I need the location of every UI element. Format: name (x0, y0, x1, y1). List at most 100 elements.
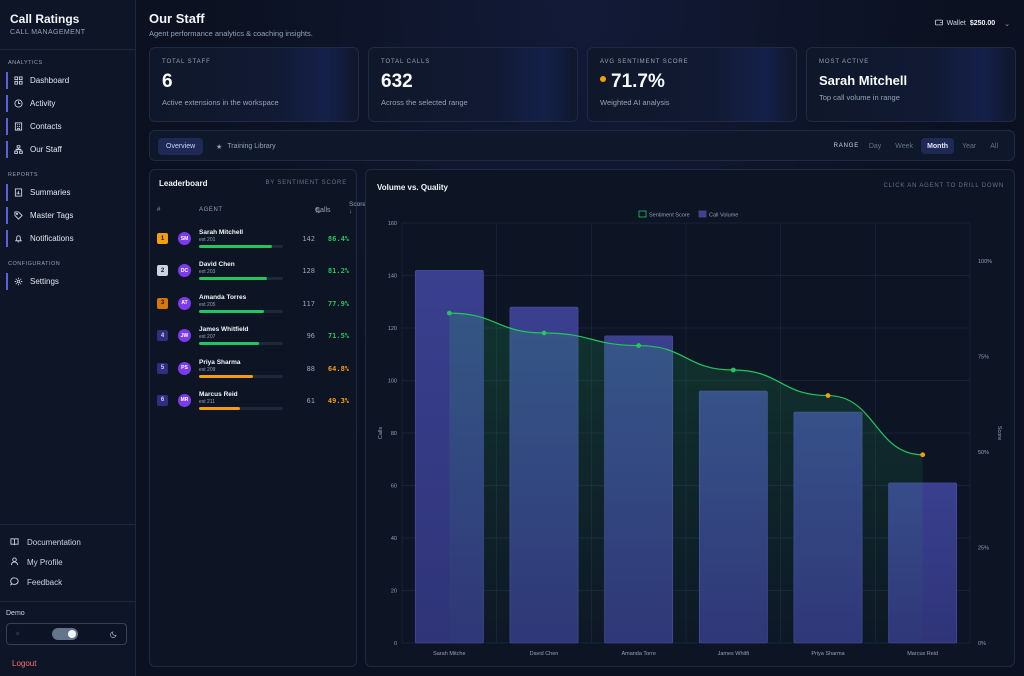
sidebar-item-label: Settings (30, 277, 59, 286)
link-documentation[interactable]: Documentation (10, 535, 135, 549)
leaderboard-row[interactable]: 2 DC David Chen ext 203 128 81.2% (150, 256, 356, 288)
link-my-profile[interactable]: My Profile (10, 555, 135, 569)
leaderboard-row[interactable]: 1 SM Sarah Mitchell ext 201 142 86.4% (150, 224, 356, 256)
legend-swatch-volume (698, 210, 707, 218)
sidebar-item-label: Master Tags (30, 211, 74, 220)
col-score-label: Score (349, 201, 366, 208)
sentiment-point (636, 343, 642, 348)
agent-ext: ext 211 (199, 398, 216, 405)
range-week[interactable]: Week (895, 142, 914, 150)
x-tick-label: James Whitfi (718, 651, 749, 657)
sentiment-area (449, 313, 923, 643)
stat-label: AVG SENTIMENT SCORE (600, 59, 689, 65)
section-label-configuration: CONFIGURATION (8, 261, 61, 267)
col-agent: AGENT (199, 207, 223, 213)
range-year[interactable]: Year (962, 142, 977, 150)
score-bar-fill (199, 245, 272, 248)
sort-down-icon: ↓ (349, 208, 353, 215)
stat-label: MOST ACTIVE (819, 59, 870, 65)
wallet-dropdown[interactable]: Wallet $250.00 ⌄ (934, 19, 1010, 28)
stat-card-total-calls: TOTAL CALLS 632 Across the selected rang… (368, 47, 578, 122)
sidebar-item-summaries[interactable]: Summaries (6, 184, 135, 201)
stat-value: 632 (381, 71, 413, 92)
stat-card-most-active: MOST ACTIVE Sarah Mitchell Top call volu… (806, 47, 1016, 122)
range-month[interactable]: Month (921, 138, 955, 154)
sidebar-item-contacts[interactable]: Contacts (6, 118, 135, 135)
tab-training-library[interactable]: ★ Training Library (208, 138, 284, 155)
agent-score: 81.2% (327, 267, 349, 276)
stat-desc: Across the selected range (381, 98, 468, 107)
logout-link[interactable]: Logout (12, 659, 37, 668)
sidebar-item-master-tags[interactable]: Master Tags (6, 207, 135, 224)
agent-score: 71.5% (327, 332, 349, 341)
link-label: Documentation (27, 537, 81, 547)
page-subtitle: Agent performance analytics & coaching i… (149, 29, 313, 38)
rank-badge: 2 (157, 265, 168, 277)
agent-ext: ext 209 (199, 366, 216, 373)
avatar: PS (178, 361, 191, 375)
sidebar: Call Ratings CALL MANAGEMENT ANALYTICS D… (0, 0, 136, 676)
theme-toggle-row: ☼ (6, 623, 127, 645)
sidebar-item-settings[interactable]: Settings (6, 273, 135, 290)
leaderboard-row[interactable]: 6 MR Marcus Reid ext 211 61 49.3% (150, 386, 356, 418)
leaderboard-header: # AGENT Calls ⇅ Score ↓ (150, 201, 366, 221)
wallet-amount: $250.00 (969, 20, 996, 27)
agent-ext: ext 201 (199, 237, 216, 243)
theme-toggle[interactable] (52, 628, 79, 640)
agent-calls: 128 (302, 267, 315, 276)
section-label-reports: REPORTS (8, 172, 38, 178)
avatar: JW (178, 329, 191, 343)
volume-quality-chart: 0 20 40 60 80 100 120 140 160 0% 25% 50% 75% 100% Call… (378, 210, 1002, 657)
leaderboard-row[interactable]: 5 PS Priya Sharma ext 209 88 64.8% (150, 354, 356, 386)
tab-label: Training Library (227, 143, 276, 150)
page-title: Our Staff (149, 11, 205, 26)
stat-card-avg-sentiment: AVG SENTIMENT SCORE 71.7% Weighted AI an… (587, 47, 797, 122)
range-all[interactable]: All (990, 142, 998, 150)
tab-overview[interactable]: Overview (158, 138, 204, 155)
x-tick-label: Priya Sharma (811, 651, 845, 657)
score-bar (199, 245, 283, 248)
stat-desc: Top call volume in range (819, 93, 900, 102)
agent-calls: 117 (302, 299, 315, 308)
range-selector: Day Week Month Year All (863, 138, 1004, 154)
y2-tick-label: 50% (978, 450, 989, 456)
y-tick-label: 60 (391, 484, 397, 490)
chart-panel: Volume vs. Quality CLICK AN AGENT TO DRI… (365, 169, 1015, 667)
leaderboard-row[interactable]: 3 AT Amanda Torres ext 205 117 77.9% (150, 289, 356, 321)
view-tabbar: Overview ★ Training Library RANGE Day We… (149, 130, 1015, 161)
rank-badge: 4 (157, 330, 168, 342)
y2-axis-label: Score (996, 426, 1002, 440)
agent-name: Amanda Torres (199, 293, 247, 301)
link-feedback[interactable]: Feedback (10, 575, 135, 589)
demo-label: Demo (6, 610, 25, 617)
leaderboard-row[interactable]: 4 JW James Whitfield ext 207 96 71.5% (150, 321, 356, 353)
user-icon (10, 557, 20, 567)
agent-name: Marcus Reid (199, 390, 238, 398)
score-bar-fill (199, 406, 241, 410)
sidebar-item-activity[interactable]: Activity (6, 95, 135, 112)
brand: Call Ratings CALL MANAGEMENT (0, 0, 135, 50)
y-tick-label: 40 (391, 536, 397, 542)
sentiment-point (730, 367, 736, 373)
x-tick-label: Amanda Torre (621, 651, 655, 657)
sentiment-line (449, 312, 923, 456)
agent-calls: 96 (306, 332, 315, 341)
stat-value-row: 71.7% (600, 71, 784, 93)
sidebar-links: Documentation My Profile Feedback (0, 524, 135, 601)
stat-desc: Active extensions in the workspace (162, 98, 279, 107)
sidebar-item-dashboard[interactable]: Dashboard (6, 72, 135, 89)
toggle-knob (68, 630, 77, 638)
report-icon (13, 188, 23, 198)
sidebar-item-our-staff[interactable]: Our Staff (6, 141, 135, 158)
sidebar-item-notifications[interactable]: Notifications (6, 230, 135, 247)
sort-icon: ⇅ (315, 208, 321, 215)
score-bar-fill (199, 309, 265, 313)
sentiment-point (446, 310, 452, 316)
range-day[interactable]: Day (868, 142, 882, 150)
sentiment-point (920, 452, 926, 458)
col-calls-label: Calls (315, 207, 331, 214)
agent-name: Sarah Mitchell (199, 229, 244, 236)
sidebar-item-label: Our Staff (30, 145, 62, 154)
chart-hint: CLICK AN AGENT TO DRILL DOWN (883, 183, 1004, 189)
x-tick-label: Sarah Mitche (433, 651, 465, 657)
